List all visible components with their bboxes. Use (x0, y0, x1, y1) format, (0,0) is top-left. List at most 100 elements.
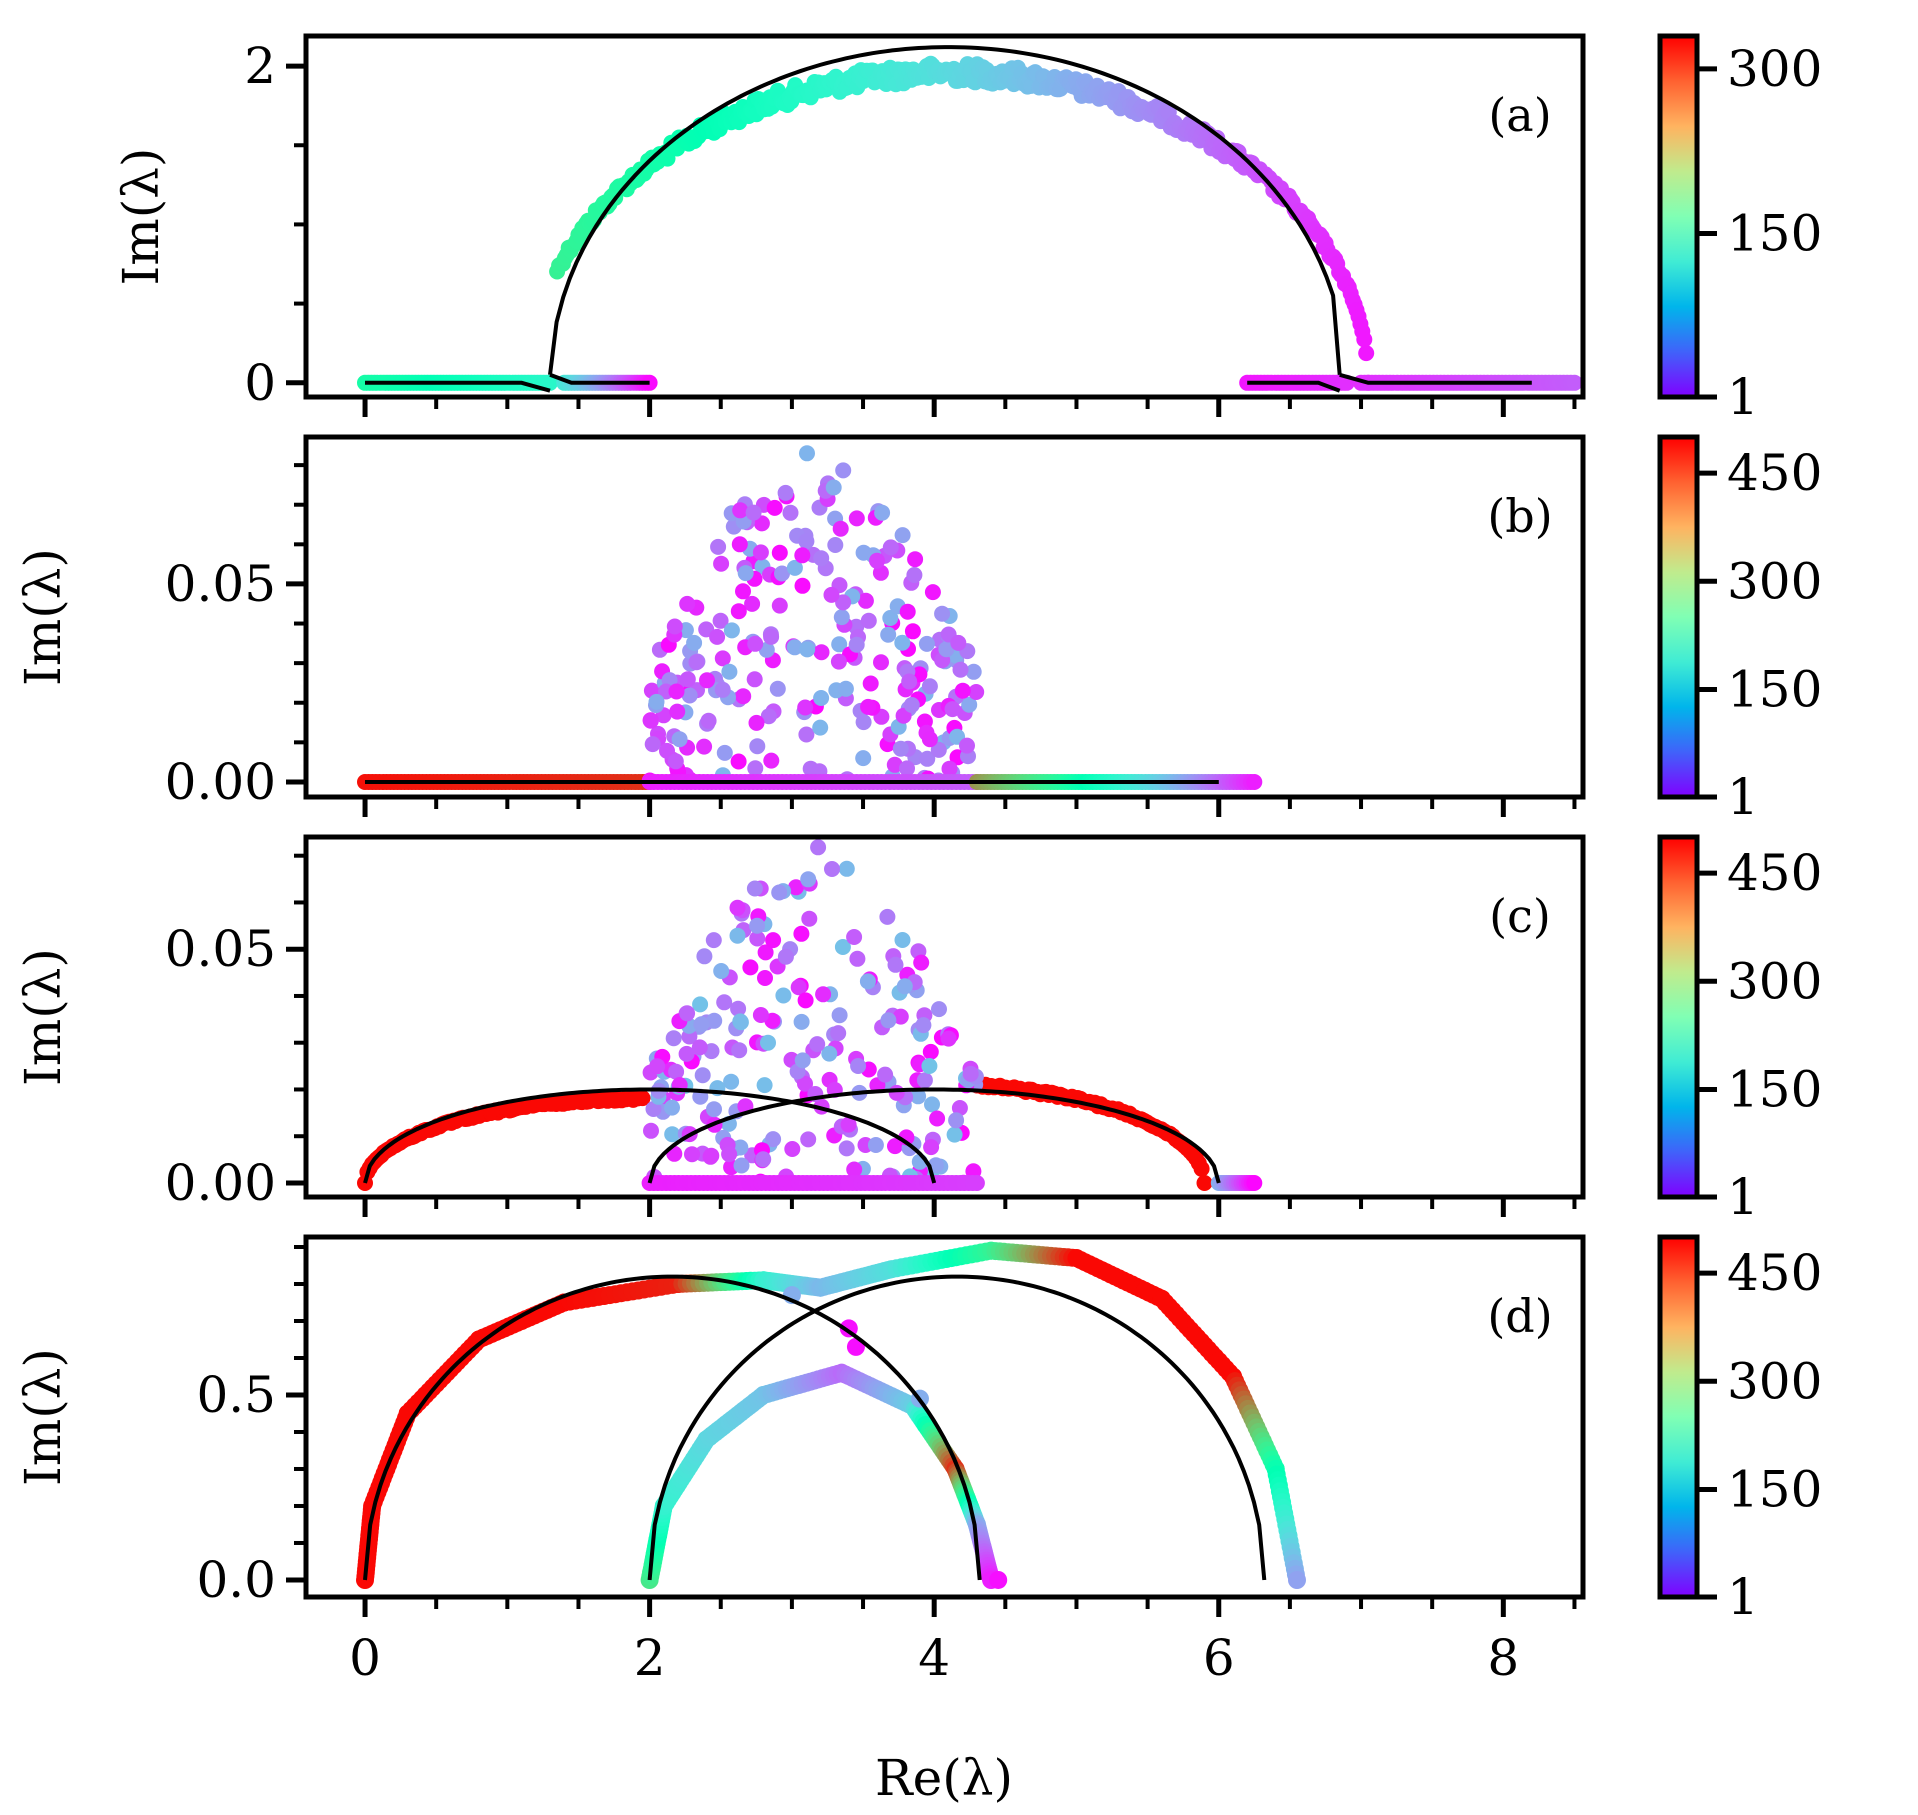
scatter-point (634, 1090, 651, 1107)
scatter-point (869, 552, 885, 569)
scatter-point (934, 605, 951, 622)
scatter-point (716, 744, 733, 761)
scatter-point (899, 603, 916, 620)
scatter-point (951, 1100, 968, 1116)
scatter-point (921, 731, 938, 748)
scatter-point (753, 515, 770, 532)
scatter-point (746, 671, 763, 688)
scatter-point (669, 703, 686, 720)
scatter-point (989, 1570, 1008, 1589)
scatter-point (924, 1096, 940, 1113)
scatter-point (757, 970, 773, 986)
scatter-point (941, 760, 958, 777)
scatter-point (837, 680, 854, 697)
scatter-point (859, 973, 876, 990)
scatter-point (838, 1140, 855, 1157)
scatter-point (771, 544, 788, 561)
scatter-point (723, 622, 740, 639)
scatter-point (922, 1043, 939, 1060)
colorbar-tick-label: 450 (1727, 444, 1822, 502)
scatter-point (723, 1073, 740, 1090)
scatter-point (765, 1131, 782, 1148)
scatter-point (797, 1075, 813, 1092)
scatter-point (642, 712, 659, 729)
scatter-point (696, 948, 713, 965)
scatter-point (954, 682, 971, 699)
scatter-point (835, 462, 852, 479)
scatter-point (749, 917, 766, 934)
scatter-point (813, 644, 830, 661)
scatter-point (731, 536, 748, 553)
reference-curve (363, 1274, 982, 1581)
panel-a-colorbar: 1 150 300 (1657, 33, 1822, 426)
scatter-point (763, 752, 780, 769)
scatter-point (855, 544, 872, 561)
y-tick-label: 0.05 (165, 920, 276, 978)
scatter-point (794, 577, 811, 594)
scatter-point (913, 954, 930, 971)
scatter-point (782, 504, 799, 521)
scatter-point (901, 673, 918, 690)
scatter-point (921, 678, 938, 695)
scatter-point (730, 1000, 747, 1017)
scatter-point (860, 612, 877, 629)
scatter-point (732, 1013, 749, 1030)
scatter-point (830, 653, 847, 670)
scatter-point (916, 1072, 933, 1089)
colorbar-tick-label: 1 (1727, 768, 1759, 826)
panel-d: 0 2 4 6 8 0.0 0.5 Im(λ) (d) 1 150 300 450 (14, 1234, 1822, 1687)
scatter-point (784, 1141, 801, 1157)
scatter-point (775, 987, 792, 1004)
scatter-point (930, 741, 947, 758)
scatter-point (938, 641, 955, 658)
colorbar-tick-label: 150 (1727, 1061, 1822, 1119)
scatter-point (678, 1045, 695, 1062)
scatter-point (793, 925, 810, 942)
scatter-point (664, 1099, 680, 1116)
scatter-point (882, 610, 899, 626)
scatter-point (880, 1012, 897, 1029)
scatter-point (830, 1025, 847, 1042)
panel-d-label: (d) (1487, 1289, 1552, 1343)
colorbar-tick-label: 300 (1727, 952, 1822, 1010)
scatter-point (746, 880, 763, 897)
scatter-point (793, 1013, 810, 1030)
scatter-point (944, 701, 961, 718)
scatter-point (794, 547, 811, 564)
scatter-point (679, 595, 696, 612)
scatter-point (923, 1139, 940, 1156)
scatter-point (686, 634, 703, 651)
scatter-point (846, 929, 863, 945)
scatter-point (716, 994, 733, 1011)
y-tick-label: 0.00 (165, 1154, 276, 1212)
scatter-point (831, 636, 848, 653)
scatter-point (877, 1066, 894, 1083)
reference-curve (647, 1274, 1267, 1581)
scatter-point (774, 565, 790, 582)
colorbar-tick-label: 1 (1727, 1168, 1759, 1226)
scatter-point (771, 884, 788, 901)
scatter-point (887, 956, 904, 973)
panel-c-colorbar: 1 150 300 450 (1657, 834, 1822, 1226)
scatter-point (763, 628, 780, 645)
panel-b-ticks: 0.00 0.05 (165, 463, 1577, 817)
scatter-point (823, 586, 840, 603)
panel-b-colorbar: 1 150 300 450 (1657, 434, 1822, 826)
scatter-point (729, 927, 746, 944)
panel-a-ylabel: Im(λ) (112, 148, 170, 286)
scatter-point (959, 737, 975, 754)
scatter-point (694, 1067, 711, 1084)
scatter-point (965, 663, 982, 680)
scatter-point (752, 1007, 769, 1023)
scatter-point (710, 538, 727, 555)
colorbar-tick-label: 1 (1727, 1568, 1759, 1626)
scatter-point (799, 641, 816, 658)
x-tick-label: 4 (918, 1629, 950, 1687)
panel-a-label: (a) (1488, 88, 1551, 142)
scatter-point (1358, 345, 1375, 362)
scatter-point (749, 738, 766, 755)
scatter-point (880, 626, 897, 643)
reference-curve (365, 380, 551, 393)
x-tick-label: 8 (1487, 1629, 1519, 1687)
scatter-point (894, 527, 911, 544)
